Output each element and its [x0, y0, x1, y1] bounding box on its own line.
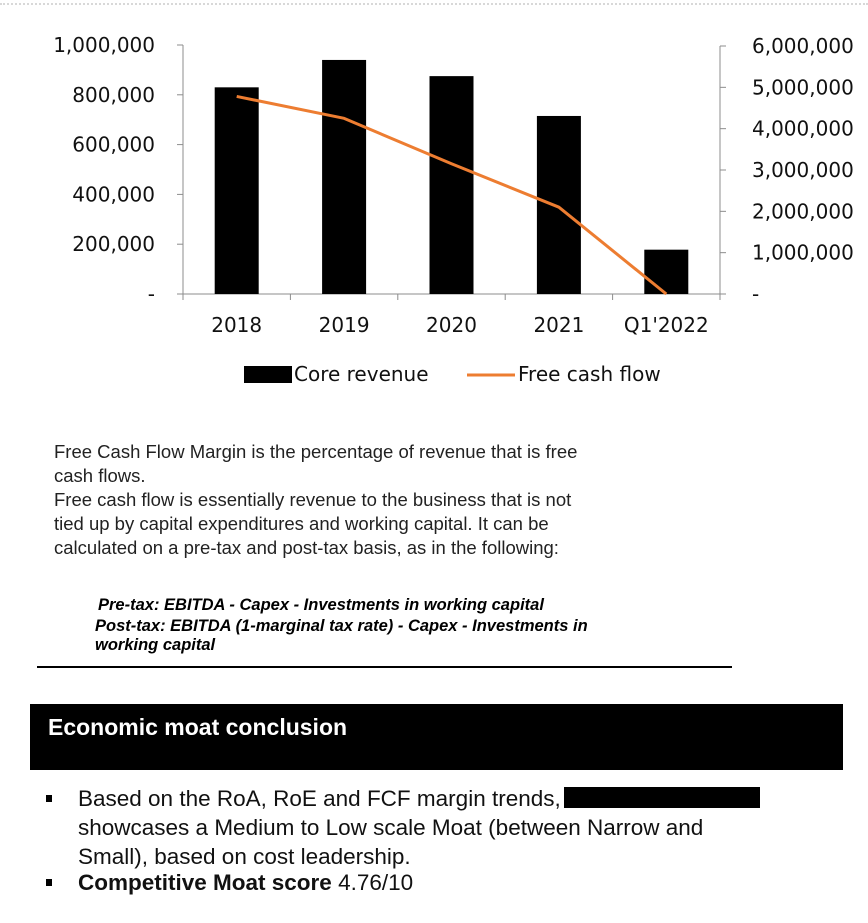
- revenue-fcf-chart: - 200,000 400,000 600,000 800,000 1,000,000 - 1…: [53, 33, 854, 386]
- x-tick-label: Q1'2022: [624, 313, 709, 337]
- x-tick-label: 2019: [319, 313, 370, 337]
- para-line: Free cash flow is essentially revenue to…: [54, 489, 572, 510]
- moat-score-label: Competitive Moat score: [78, 870, 332, 895]
- bullet-line: Small), based on cost leadership.: [78, 844, 411, 869]
- bar-core-revenue: [214, 87, 259, 294]
- section-banner: Economic moat conclusion: [30, 704, 843, 770]
- right-tick-label: 1,000,000: [752, 241, 854, 265]
- right-tick-label: 4,000,000: [752, 117, 854, 141]
- top-dotted-divider: [0, 3, 868, 5]
- moat-score-value: 4.76/10: [338, 870, 414, 895]
- left-tick-label: 600,000: [72, 133, 155, 157]
- fcf-margin-paragraph: Free Cash Flow Margin is the percentage …: [54, 440, 714, 560]
- formula-posttax: Post-tax: EBITDA (1-marginal tax rate) -…: [95, 617, 588, 655]
- formula-line: Post-tax: EBITDA (1-marginal tax rate) -…: [95, 617, 588, 635]
- right-tick-label: 3,000,000: [752, 158, 854, 182]
- left-tick-label: -: [148, 282, 155, 306]
- x-tick-label: 2021: [533, 313, 584, 337]
- section-title: Economic moat conclusion: [48, 714, 348, 740]
- formula-pretax: Pre-tax: EBITDA - Capex - Investments in…: [98, 596, 544, 614]
- para-line: cash flows.: [54, 465, 146, 486]
- legend-label-core-revenue: Core revenue: [294, 362, 429, 386]
- para-line: calculated on a pre-tax and post-tax bas…: [54, 537, 559, 558]
- left-tick-label: 1,000,000: [53, 33, 155, 57]
- left-tick-label: 200,000: [72, 232, 155, 256]
- left-tick-label: 800,000: [72, 83, 155, 107]
- x-tick-label: 2020: [426, 313, 477, 337]
- bar-core-revenue: [322, 59, 367, 294]
- legend-label-free-cash-flow: Free cash flow: [518, 362, 661, 386]
- right-tick-label: 5,000,000: [752, 75, 854, 99]
- redacted-company-name: [563, 787, 760, 808]
- formula-line: working capital: [95, 636, 216, 654]
- bar-core-revenue: [536, 115, 581, 294]
- bullet-square-icon: [46, 795, 52, 802]
- legend-swatch-core-revenue: [244, 366, 292, 383]
- para-line: Free Cash Flow Margin is the percentage …: [54, 441, 578, 462]
- bullet-line: showcases a Medium to Low scale Moat (be…: [78, 815, 704, 840]
- right-tick-label: 6,000,000: [752, 34, 854, 58]
- bullet-square-icon: [46, 879, 52, 886]
- bar-core-revenue: [429, 76, 474, 294]
- bullet-line: Based on the RoA, RoE and FCF margin tre…: [78, 784, 808, 813]
- left-tick-label: 400,000: [72, 182, 155, 206]
- bullet-text: Based on the RoA, RoE and FCF margin tre…: [78, 784, 808, 871]
- right-tick-label: -: [752, 282, 759, 306]
- bullet-text: Competitive Moat score 4.76/10: [78, 868, 808, 897]
- section-divider: [37, 666, 732, 668]
- bullet-line-text: Based on the RoA, RoE and FCF margin tre…: [78, 786, 561, 811]
- bar-core-revenue: [644, 249, 689, 294]
- x-tick-label: 2018: [211, 313, 262, 337]
- para-line: tied up by capital expenditures and work…: [54, 513, 549, 534]
- right-tick-label: 2,000,000: [752, 199, 854, 223]
